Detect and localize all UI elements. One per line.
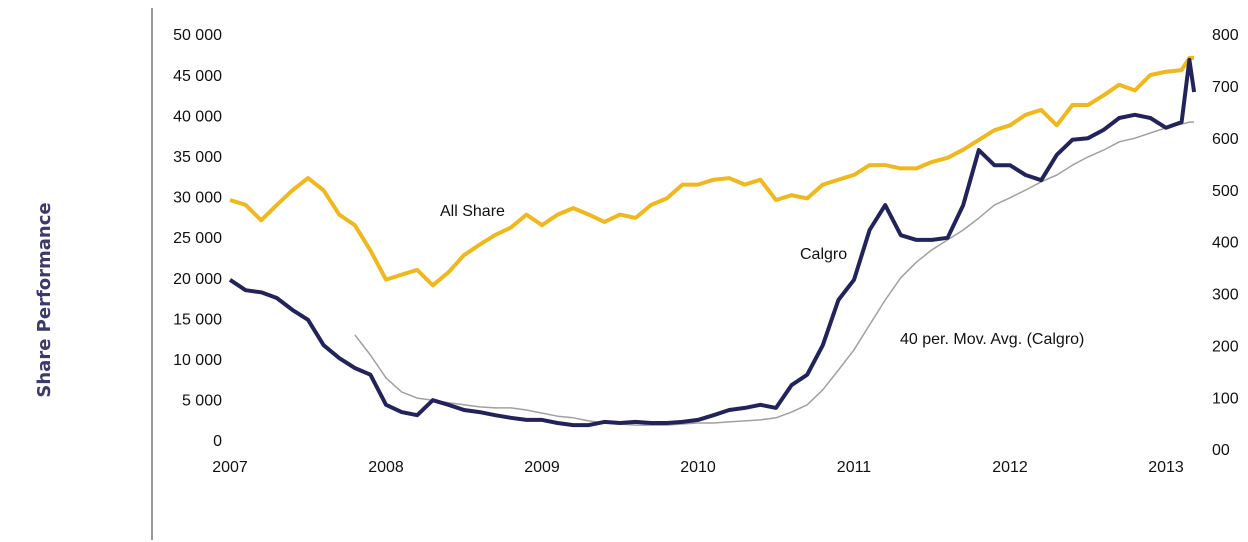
y2-tick-label: 00	[1212, 442, 1230, 459]
series-label: Calgro	[800, 246, 847, 263]
series-label: 40 per. Mov. Avg. (Calgro)	[900, 331, 1084, 348]
x-tick-label: 2012	[992, 459, 1028, 476]
y-tick-label: 30 000	[173, 190, 222, 207]
y2-tick-label: 400	[1212, 235, 1239, 252]
series-line	[228, 57, 1197, 428]
x-tick-label: 2013	[1148, 459, 1184, 476]
y-tick-label: 40 000	[173, 108, 222, 125]
x-tick-label: 2010	[680, 459, 716, 476]
y-axis-label: Share Performance	[34, 202, 55, 397]
series-label: All Share	[440, 203, 505, 220]
x-tick-label: 2008	[368, 459, 404, 476]
y2-tick-label: 800	[1212, 27, 1239, 44]
y2-tick-label: 300	[1212, 287, 1239, 304]
y-tick-label: 45 000	[173, 68, 222, 85]
y-tick-label: 25 000	[173, 230, 222, 247]
series-line	[354, 121, 1195, 426]
y-tick-label: 0	[213, 433, 222, 450]
y-tick-label: 50 000	[173, 27, 222, 44]
y-tick-label: 35 000	[173, 149, 222, 166]
y2-tick-label: 200	[1212, 338, 1239, 355]
y-tick-label: 5 000	[182, 393, 222, 410]
y-tick-label: 10 000	[173, 352, 222, 369]
x-tick-label: 2007	[212, 459, 248, 476]
x-tick-label: 2009	[524, 459, 560, 476]
y2-tick-label: 600	[1212, 131, 1239, 148]
y2-tick-label: 500	[1212, 183, 1239, 200]
y2-tick-label: 700	[1212, 79, 1239, 96]
y2-tick-label: 100	[1212, 390, 1239, 407]
y-tick-label: 20 000	[173, 271, 222, 288]
series-line	[229, 55, 1195, 288]
y-tick-label: 15 000	[173, 311, 222, 328]
x-tick-label: 2011	[837, 459, 872, 476]
